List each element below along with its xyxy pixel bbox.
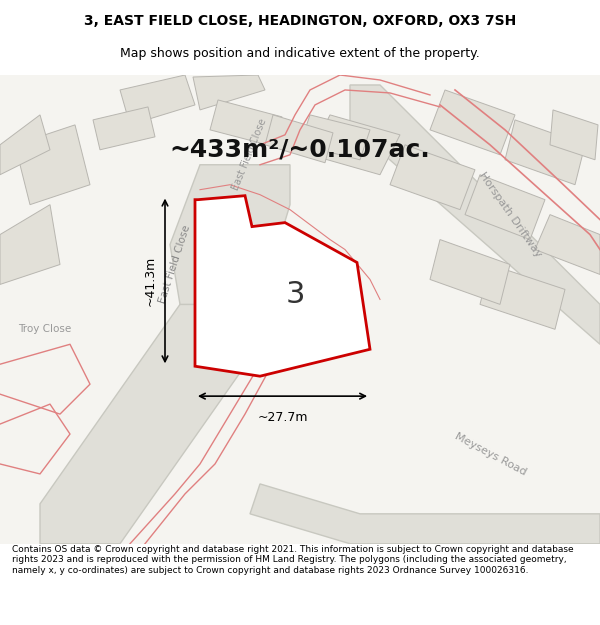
Text: East Field Close: East Field Close [231,118,269,192]
Polygon shape [250,484,600,544]
Polygon shape [310,115,400,175]
Polygon shape [430,90,515,155]
Polygon shape [120,75,195,125]
Text: ~41.3m: ~41.3m [144,256,157,306]
Polygon shape [390,145,475,209]
Polygon shape [195,196,370,376]
Polygon shape [210,100,282,147]
Polygon shape [350,85,600,344]
Polygon shape [40,304,260,544]
Text: East Field Close: East Field Close [158,224,193,305]
Polygon shape [93,107,155,150]
Polygon shape [300,115,370,160]
Polygon shape [170,165,290,304]
Polygon shape [480,264,565,329]
Text: Contains OS data © Crown copyright and database right 2021. This information is : Contains OS data © Crown copyright and d… [12,545,574,574]
Polygon shape [265,115,333,162]
Polygon shape [0,204,60,284]
Polygon shape [193,75,265,110]
Polygon shape [550,110,598,160]
Text: ~433m²/~0.107ac.: ~433m²/~0.107ac. [170,138,430,162]
Text: 3, EAST FIELD CLOSE, HEADINGTON, OXFORD, OX3 7SH: 3, EAST FIELD CLOSE, HEADINGTON, OXFORD,… [84,14,516,28]
Text: Meyseys Road: Meyseys Road [452,431,527,477]
Polygon shape [505,120,585,185]
Text: Map shows position and indicative extent of the property.: Map shows position and indicative extent… [120,48,480,61]
Text: Troy Close: Troy Close [19,324,71,334]
Text: Horspath Driftway: Horspath Driftway [477,170,543,259]
Polygon shape [15,125,90,204]
Polygon shape [465,175,545,239]
Polygon shape [0,115,50,175]
Text: ~27.7m: ~27.7m [257,411,308,424]
Polygon shape [430,239,510,304]
Polygon shape [535,214,600,274]
Polygon shape [0,75,600,544]
Text: 3: 3 [285,280,305,309]
